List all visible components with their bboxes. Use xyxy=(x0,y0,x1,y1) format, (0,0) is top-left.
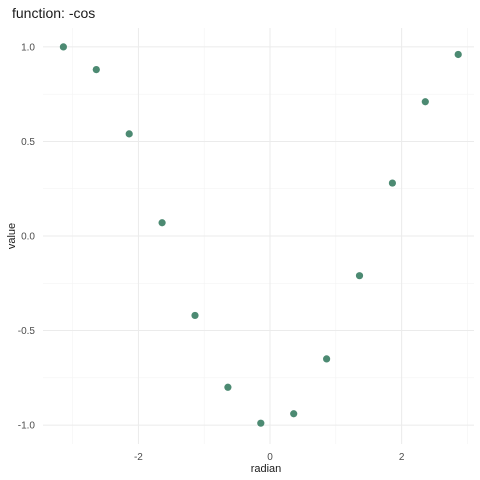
data-point xyxy=(158,219,166,227)
data-point xyxy=(421,98,429,106)
data-point xyxy=(388,179,397,187)
x-tick-label: -2 xyxy=(134,452,143,463)
y-tick-label: -0.5 xyxy=(18,326,36,337)
x-tick-label: 2 xyxy=(399,452,405,463)
data-points xyxy=(59,43,462,427)
data-point xyxy=(323,355,331,363)
x-tick-label: 0 xyxy=(267,452,273,463)
y-tick-labels: -1.0 -0.5 0.0 0.5 1.0 xyxy=(18,42,36,431)
y-tick-label: 1.0 xyxy=(21,42,35,53)
data-point xyxy=(224,383,232,391)
data-point xyxy=(191,311,199,320)
data-point xyxy=(59,43,67,51)
data-point xyxy=(125,130,133,138)
y-tick-label: 0.0 xyxy=(21,232,35,243)
x-tick-labels: -2 0 2 xyxy=(134,452,405,463)
y-axis-title: value xyxy=(6,223,18,249)
data-point xyxy=(92,66,100,74)
x-axis-title: radian xyxy=(251,463,282,475)
data-point xyxy=(290,410,298,418)
y-tick-label: 0.5 xyxy=(21,137,35,148)
y-tick-label: -1.0 xyxy=(18,421,36,432)
data-point xyxy=(355,272,364,280)
data-point xyxy=(257,419,265,427)
data-point xyxy=(454,50,462,59)
chart-title: function: -cos xyxy=(12,5,95,21)
grid xyxy=(43,28,474,444)
